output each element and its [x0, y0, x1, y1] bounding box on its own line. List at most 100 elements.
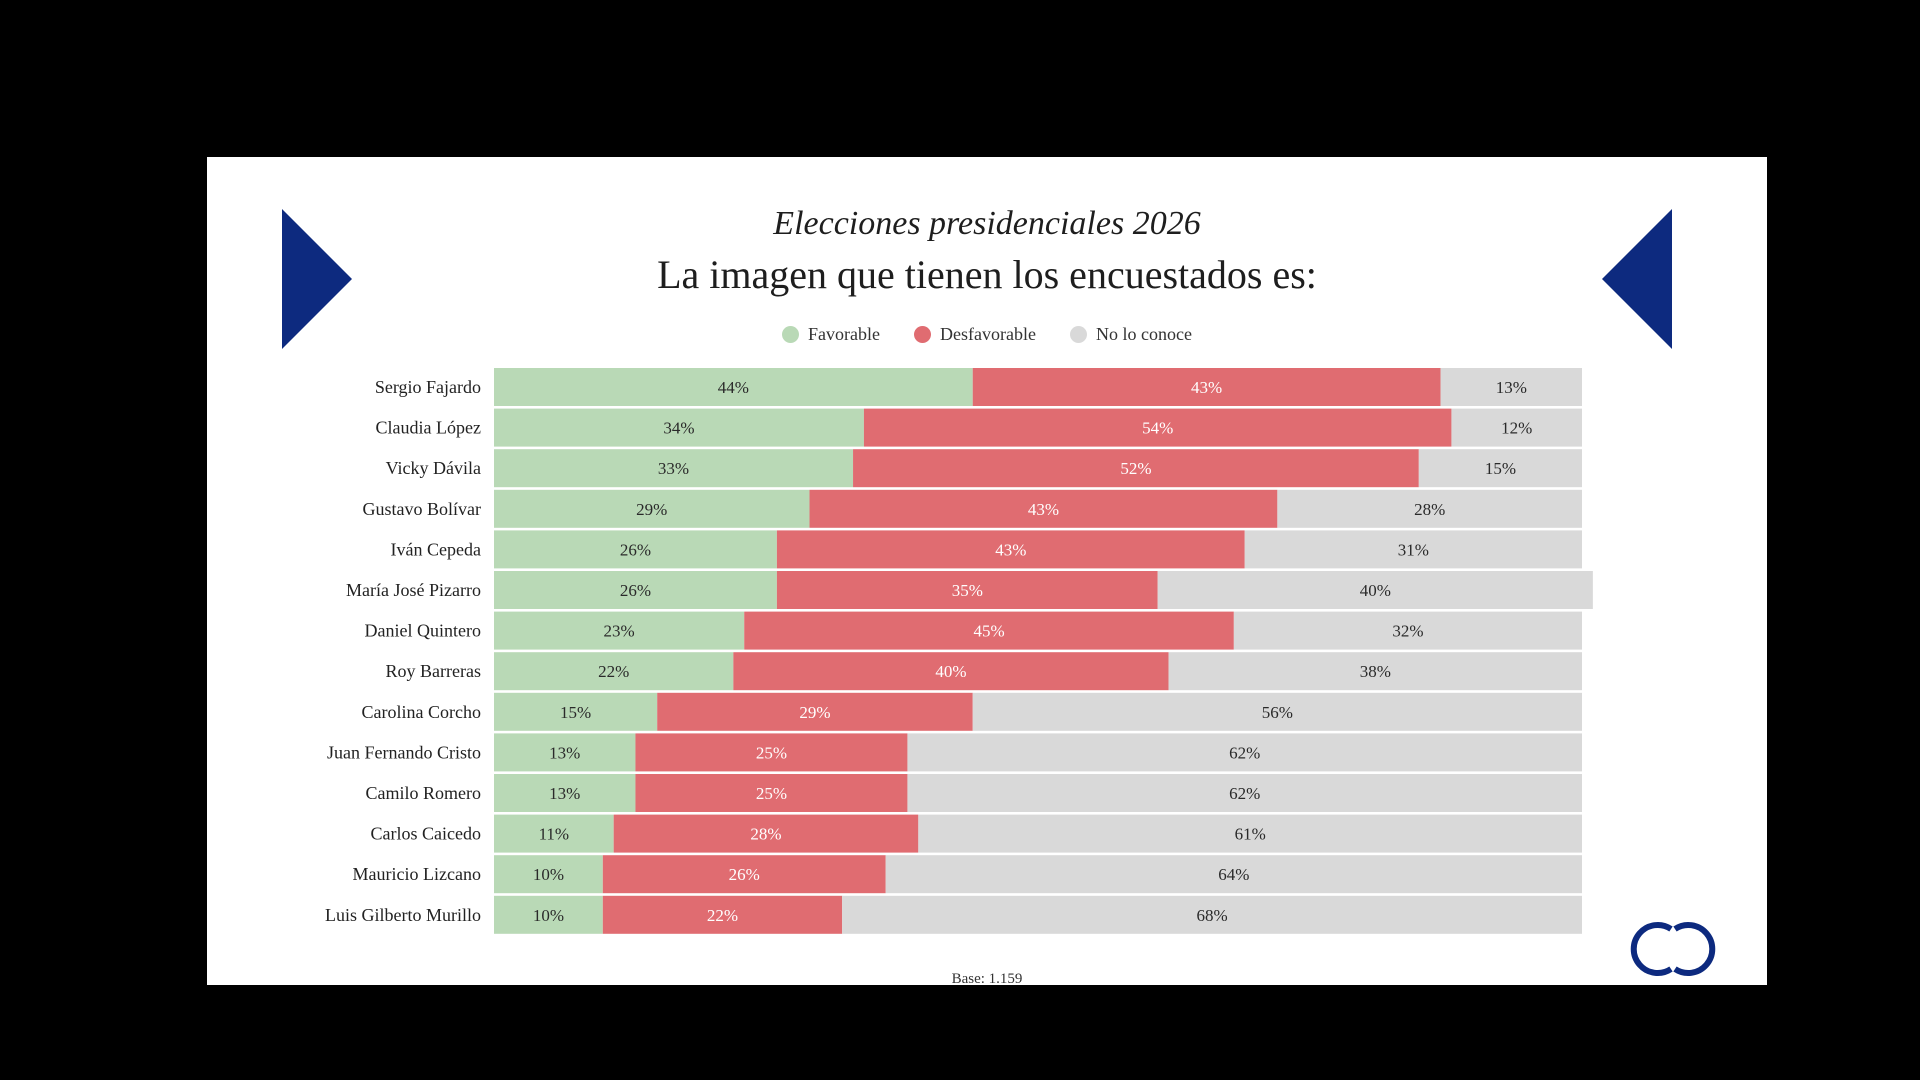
category-label-vicky-davila: Vicky Dávila — [386, 458, 481, 478]
bar-favorable-camilo-romero — [494, 774, 636, 812]
bar-favorable-vicky-davila — [494, 449, 854, 488]
category-label-luis-gilberto-murillo: Luis Gilberto Murillo — [325, 905, 481, 925]
bar-desfavorable-mauricio-lizcano — [602, 855, 886, 894]
legend-label-favorable: Favorable — [808, 324, 881, 344]
data-label-favorable-vicky-davila: 33% — [658, 459, 689, 478]
data-label-favorable-ivan-cepeda: 26% — [620, 540, 651, 559]
data-label-no-lo-conoce-ivan-cepeda: 31% — [1398, 540, 1429, 559]
data-label-desfavorable-juan-fernando-cristo: 25% — [756, 743, 787, 762]
bar-favorable-gustavo-bolivar — [494, 489, 810, 528]
data-label-no-lo-conoce-camilo-romero: 62% — [1229, 784, 1260, 803]
data-label-desfavorable-claudia-lopez: 54% — [1142, 419, 1173, 438]
data-label-desfavorable-roy-barreras: 40% — [935, 662, 966, 681]
bar-favorable-maria-jose-pizarro — [494, 571, 777, 609]
legend-item-no-lo-conoce: No lo conoce — [1069, 324, 1192, 345]
bar-favorable-roy-barreras — [494, 652, 734, 691]
data-label-no-lo-conoce-claudia-lopez: 12% — [1501, 419, 1532, 438]
data-label-no-lo-conoce-gustavo-bolivar: 28% — [1414, 500, 1445, 519]
legend-item-favorable: Favorable — [782, 324, 880, 345]
bar-favorable-daniel-quintero — [494, 611, 745, 650]
bar-desfavorable-gustavo-bolivar — [809, 489, 1278, 528]
category-label-claudia-lopez: Claudia López — [376, 418, 481, 438]
legend: Favorable Desfavorable No lo conoce — [207, 324, 1767, 345]
bar-no-lo-conoce-vicky-davila — [1418, 449, 1582, 488]
data-label-favorable-roy-barreras: 22% — [598, 662, 629, 681]
data-label-desfavorable-mauricio-lizcano: 26% — [729, 865, 760, 884]
data-label-favorable-luis-gilberto-murillo: 10% — [533, 906, 564, 925]
chart-title: La imagen que tienen los encuestados es: — [657, 252, 1317, 297]
data-label-desfavorable-vicky-davila: 52% — [1120, 459, 1151, 478]
category-label-daniel-quintero: Daniel Quintero — [365, 621, 481, 641]
data-label-desfavorable-sergio-fajardo: 43% — [1191, 378, 1222, 397]
data-label-desfavorable-daniel-quintero: 45% — [973, 622, 1004, 641]
bar-no-lo-conoce-mauricio-lizcano — [885, 855, 1582, 894]
bar-no-lo-conoce-daniel-quintero — [1233, 611, 1582, 650]
bar-favorable-sergio-fajardo — [494, 368, 973, 406]
bar-favorable-carolina-corcho — [494, 692, 658, 731]
bar-desfavorable-vicky-davila — [853, 449, 1419, 488]
bar-desfavorable-sergio-fajardo — [972, 368, 1441, 406]
legend-item-desfavorable: Desfavorable — [914, 324, 1036, 345]
data-label-desfavorable-gustavo-bolivar: 43% — [1028, 500, 1059, 519]
bar-desfavorable-claudia-lopez — [863, 408, 1452, 447]
bar-favorable-juan-fernando-cristo — [494, 733, 636, 772]
bar-no-lo-conoce-roy-barreras — [1168, 652, 1582, 691]
data-label-no-lo-conoce-carolina-corcho: 56% — [1262, 703, 1293, 722]
category-label-carlos-caicedo: Carlos Caicedo — [371, 824, 481, 844]
data-label-favorable-sergio-fajardo: 44% — [718, 378, 749, 397]
data-label-no-lo-conoce-luis-gilberto-murillo: 68% — [1196, 906, 1227, 925]
category-label-gustavo-bolivar: Gustavo Bolívar — [363, 499, 482, 519]
bar-desfavorable-carolina-corcho — [657, 692, 973, 731]
bar-no-lo-conoce-carolina-corcho — [972, 692, 1582, 731]
bar-desfavorable-camilo-romero — [635, 774, 908, 812]
data-label-favorable-camilo-romero: 13% — [549, 784, 580, 803]
bar-no-lo-conoce-ivan-cepeda — [1244, 530, 1582, 569]
bar-desfavorable-daniel-quintero — [744, 611, 1234, 650]
category-label-maria-jose-pizarro: María José Pizarro — [346, 580, 481, 600]
legend-label-desfavorable: Desfavorable — [940, 324, 1036, 344]
bar-desfavorable-ivan-cepeda — [776, 530, 1245, 569]
legend-swatch-no-lo-conoce — [1069, 326, 1087, 343]
stacked-bar-chart: Sergio Fajardo 44% 43% 13% Claudia López 34% 5… — [325, 368, 1593, 934]
data-label-favorable-carlos-caicedo: 11% — [539, 825, 570, 844]
data-label-no-lo-conoce-maria-jose-pizarro: 40% — [1360, 581, 1391, 600]
data-label-desfavorable-carolina-corcho: 29% — [799, 703, 830, 722]
category-label-juan-fernando-cristo: Juan Fernando Cristo — [327, 742, 481, 762]
data-label-favorable-carolina-corcho: 15% — [560, 703, 591, 722]
bar-desfavorable-roy-barreras — [733, 652, 1169, 691]
bar-no-lo-conoce-gustavo-bolivar — [1277, 489, 1582, 528]
category-label-camilo-romero: Camilo Romero — [366, 783, 482, 803]
slide: Sergio Fajardo 44% 43% 13% Claudia López 34% 5… — [207, 157, 1767, 985]
data-label-favorable-daniel-quintero: 23% — [604, 622, 635, 641]
data-label-favorable-juan-fernando-cristo: 13% — [549, 743, 580, 762]
triangle-right-icon — [282, 209, 352, 349]
data-label-desfavorable-carlos-caicedo: 28% — [750, 825, 781, 844]
data-label-no-lo-conoce-carlos-caicedo: 61% — [1235, 825, 1266, 844]
legend-swatch-favorable — [782, 326, 800, 343]
data-label-desfavorable-maria-jose-pizarro: 35% — [952, 581, 983, 600]
bar-no-lo-conoce-maria-jose-pizarro — [1157, 571, 1593, 609]
data-label-no-lo-conoce-mauricio-lizcano: 64% — [1218, 865, 1249, 884]
bar-favorable-ivan-cepeda — [494, 530, 777, 569]
data-label-no-lo-conoce-juan-fernando-cristo: 62% — [1229, 743, 1260, 762]
category-label-sergio-fajardo: Sergio Fajardo — [375, 377, 481, 397]
bar-desfavorable-maria-jose-pizarro — [776, 571, 1158, 609]
base-note: Base: 1.159 — [951, 971, 1023, 985]
chart-subtitle: Elecciones presidenciales 2026 — [773, 205, 1201, 242]
logo-icon — [1630, 922, 1716, 976]
legend-swatch-desfavorable — [914, 326, 932, 343]
bar-no-lo-conoce-juan-fernando-cristo — [907, 733, 1582, 772]
bar-favorable-luis-gilberto-murillo — [494, 895, 603, 934]
bar-desfavorable-carlos-caicedo — [613, 814, 919, 853]
data-label-desfavorable-camilo-romero: 25% — [756, 784, 787, 803]
data-label-no-lo-conoce-daniel-quintero: 32% — [1392, 622, 1423, 641]
bar-desfavorable-luis-gilberto-murillo — [602, 895, 843, 934]
category-label-roy-barreras: Roy Barreras — [386, 661, 481, 681]
bar-no-lo-conoce-camilo-romero — [907, 774, 1582, 812]
data-label-favorable-maria-jose-pizarro: 26% — [620, 581, 651, 600]
category-label-mauricio-lizcano: Mauricio Lizcano — [353, 864, 481, 884]
category-label-carolina-corcho: Carolina Corcho — [362, 702, 481, 722]
data-label-favorable-mauricio-lizcano: 10% — [533, 865, 564, 884]
data-label-desfavorable-ivan-cepeda: 43% — [995, 540, 1026, 559]
data-label-no-lo-conoce-vicky-davila: 15% — [1485, 459, 1516, 478]
